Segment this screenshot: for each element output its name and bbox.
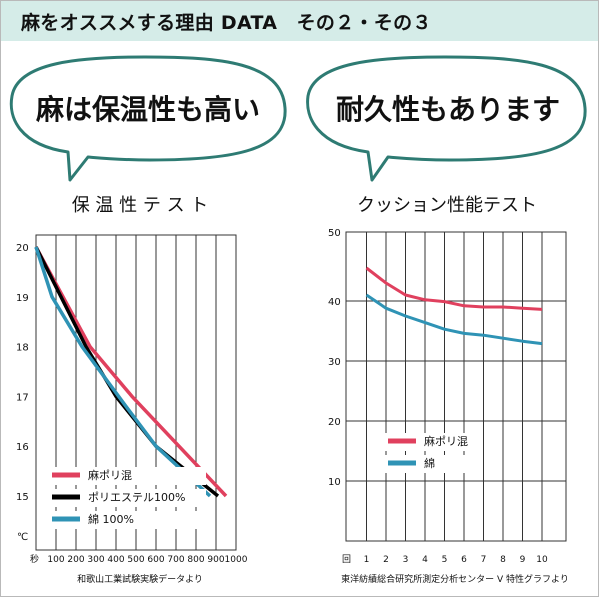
bubble-shape xyxy=(9,55,287,182)
legend-bg xyxy=(383,433,478,451)
legend-bg xyxy=(383,455,478,473)
x-tick-label: 600 xyxy=(147,555,164,565)
x-unit-label: 回 xyxy=(342,554,351,565)
x-tick-label: 1 xyxy=(364,555,370,565)
x-tick-label: 900 xyxy=(207,555,224,565)
bubble-shape xyxy=(306,55,587,182)
x-tick-label: 100 xyxy=(47,555,64,565)
y-tick-label: 20 xyxy=(328,417,341,428)
speech-bubble-right: 耐久性もあります xyxy=(306,55,587,182)
series-line xyxy=(34,246,212,498)
x-tick-label: 200 xyxy=(67,555,84,565)
header-bar: 麻をオススメする理由 DATA その２・その３ xyxy=(1,1,598,41)
y-axis: 15 16 17 18 19 20 xyxy=(16,243,29,503)
y-tick-label: 50 xyxy=(328,228,341,239)
y-tick-label: 20 xyxy=(16,243,29,254)
bubble-text-right: 耐久性もあります xyxy=(336,93,560,126)
x-tick-label: 800 xyxy=(187,555,204,565)
x-tick-label: 3 xyxy=(403,555,409,565)
y-tick-label: 10 xyxy=(328,477,341,488)
plot-frame xyxy=(345,231,567,542)
x-tick-label: 500 xyxy=(127,555,144,565)
x-tick-label: 10 xyxy=(536,555,548,565)
y-tick-label: 19 xyxy=(16,293,29,304)
x-tick-label: 1000 xyxy=(225,555,248,565)
y-tick-label: 30 xyxy=(328,357,341,368)
series-lines xyxy=(365,266,543,346)
data-source: 東洋紡績総合研究所測定分析センター V 特性グラフより xyxy=(341,573,569,585)
speech-bubble-left: 麻は保温性も高い xyxy=(9,55,287,182)
data-source: 和歌山工業試験実験データより xyxy=(77,573,203,585)
series-line xyxy=(34,246,220,498)
legend-bg xyxy=(46,467,206,485)
x-tick-label: 6 xyxy=(461,555,467,565)
legend-bg xyxy=(46,489,206,507)
x-tick-label: 300 xyxy=(87,555,104,565)
y-tick-label: 17 xyxy=(16,392,29,403)
y-unit-label: ℃ xyxy=(17,532,28,543)
legend-label: 綿 100% xyxy=(88,512,134,526)
x-tick-label: 7 xyxy=(481,555,487,565)
y-tick-label: 16 xyxy=(16,442,29,453)
heat-retention-chart: 保 温 性 テ ス ト 15 16 17 18 19 20 100 200 300 400 500… xyxy=(16,195,248,585)
y-tick-label: 40 xyxy=(328,297,341,308)
y-tick-label: 15 xyxy=(16,492,29,503)
legend-label: 麻ポリ混 xyxy=(88,468,132,482)
cushion-chart: クッション性能テスト 10 20 30 40 50 1 2 3 4 5 6 7 8 9 10 回 麻ポリ混… xyxy=(328,195,569,585)
series-line xyxy=(365,266,543,311)
x-tick-label: 400 xyxy=(107,555,124,565)
legend-label: 綿 xyxy=(424,456,435,470)
legend-label: ポリエステル100% xyxy=(88,491,185,504)
series-lines xyxy=(34,246,228,498)
y-axis: 10 20 30 40 50 xyxy=(328,228,341,488)
chart-title: クッション性能テスト xyxy=(357,195,537,216)
x-tick-label: 4 xyxy=(422,555,428,565)
x-tick-label: 700 xyxy=(167,555,184,565)
x-axis: 100 200 300 400 500 600 700 800 900 1000 xyxy=(47,555,247,565)
x-tick-label: 9 xyxy=(520,555,526,565)
x-tick-label: 8 xyxy=(500,555,506,565)
series-line xyxy=(365,293,543,346)
grid xyxy=(345,231,567,542)
series-line xyxy=(34,246,228,498)
y-tick-label: 18 xyxy=(16,343,29,354)
x-axis: 1 2 3 4 5 6 7 8 9 10 xyxy=(364,555,548,565)
x-tick-label: 2 xyxy=(383,555,389,565)
legend-bg xyxy=(46,511,206,529)
x-tick-label: 5 xyxy=(442,555,448,565)
bubble-text-left: 麻は保温性も高い xyxy=(36,93,260,126)
legend-label: 麻ポリ混 xyxy=(424,434,468,448)
chart-title: 保 温 性 テ ス ト xyxy=(72,195,209,216)
x-unit-label: 秒 xyxy=(30,553,39,565)
page-title: 麻をオススメする理由 DATA その２・その３ xyxy=(21,12,432,34)
